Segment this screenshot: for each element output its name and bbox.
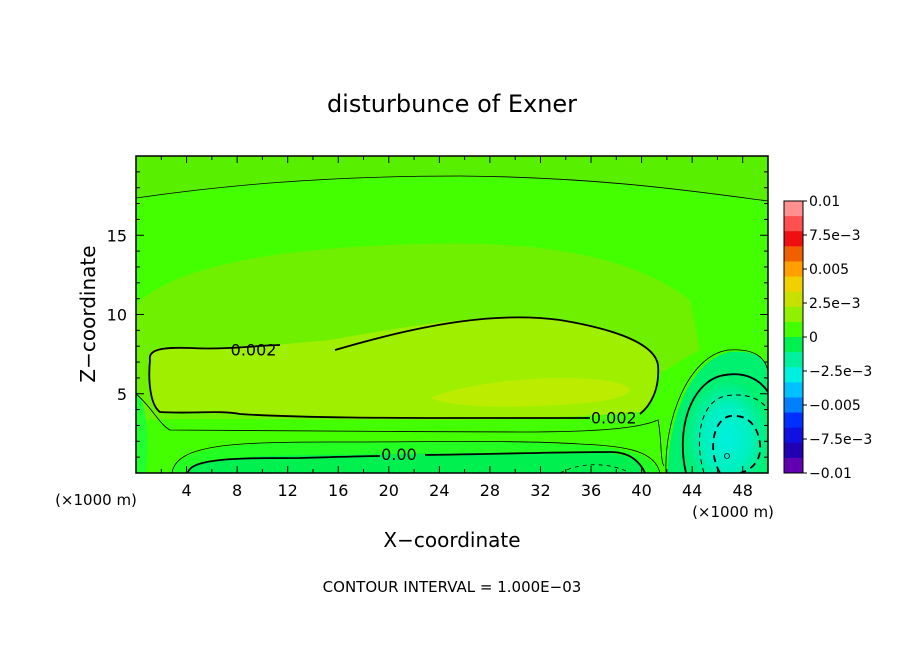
field-left-edge	[136, 390, 148, 473]
colorbar-swatch	[784, 201, 803, 217]
x-tick-label: 48	[733, 481, 753, 500]
colorbar-label: 0.005	[809, 262, 849, 278]
colorbar-swatch	[784, 397, 803, 414]
field-top-band	[136, 156, 768, 201]
plot-area	[136, 156, 768, 473]
colorbar-swatch	[784, 352, 803, 368]
colorbar-swatch	[784, 261, 803, 278]
x-tick-label: 12	[278, 481, 298, 500]
colorbar-label: 0.01	[809, 194, 840, 210]
x-tick-label: 4	[181, 481, 191, 500]
field-max-core	[430, 378, 630, 407]
contour-label: 0.00	[381, 445, 417, 464]
colorbar: 0.01 7.5e−3 0.005 2.5e−3 0 −2.5e−3 −0.005 −7.5e…	[783, 194, 872, 482]
contour-dashed-bottom	[559, 464, 631, 473]
contour-thick-negative	[681, 373, 768, 473]
colorbar-swatch	[784, 382, 803, 398]
contour-thick-positive-b	[334, 316, 660, 415]
colorbar-swatch	[784, 276, 803, 293]
colorbar-swatch	[784, 291, 803, 308]
colorbar-swatch	[784, 457, 803, 474]
x-tick-label: 40	[631, 481, 651, 500]
contour-thin-lower	[171, 441, 661, 473]
x-tick-label: 44	[682, 481, 702, 500]
contour-dashed-negative-b	[712, 414, 762, 473]
x-axis: 4 8 12 16 20 24 28 32 36 40 44 48	[160, 156, 753, 500]
contour-top	[136, 175, 768, 202]
colorbar-swatch	[784, 337, 803, 353]
x-axis-label: X−coordinate	[383, 528, 520, 552]
x-unit-left: (×1000 m)	[55, 491, 137, 509]
colorbar-label: −7.5e−3	[809, 432, 872, 448]
y-axis-label: Z−coordinate	[76, 245, 100, 382]
field-negative-core	[685, 380, 768, 473]
contour-thick-positive	[149, 344, 281, 361]
contour-minimum-point	[724, 453, 730, 459]
x-tick-label: 20	[379, 481, 399, 500]
y-axis: 5 10 15	[107, 171, 768, 458]
colorbar-swatch	[784, 367, 803, 383]
contour-dashed-negative-a	[698, 394, 768, 473]
contour-thick-positive-c	[148, 359, 590, 419]
y-tick-label: 15	[107, 226, 127, 245]
colorbar-swatch	[784, 427, 803, 444]
colorbar-swatch	[784, 321, 803, 338]
colorbar-label: 0	[809, 330, 818, 346]
x-tick-label: 28	[480, 481, 500, 500]
colorbar-swatch	[784, 442, 803, 459]
x-unit-right: (×1000 m)	[692, 503, 774, 521]
contour-thin-middle	[136, 393, 665, 467]
contour-label: 0.002	[591, 409, 637, 428]
colorbar-swatch	[784, 231, 803, 247]
colorbar-label: 7.5e−3	[809, 228, 861, 244]
x-tick-label: 32	[530, 481, 550, 500]
x-tick-label: 36	[581, 481, 601, 500]
x-tick-label: 24	[429, 481, 449, 500]
colorbar-swatch	[784, 412, 803, 429]
colorbar-swatch	[784, 306, 803, 323]
colorbar-label: −2.5e−3	[809, 364, 872, 380]
x-tick-label: 8	[232, 481, 242, 500]
colorbar-label: 2.5e−3	[809, 296, 861, 312]
y-tick-label: 5	[117, 385, 127, 404]
x-tick-label: 16	[328, 481, 348, 500]
colorbar-label: −0.005	[809, 398, 861, 414]
contour-thick-zero	[187, 455, 381, 473]
colorbar-swatch	[784, 216, 803, 232]
contour-lines	[136, 175, 768, 473]
contour-label: 0.002	[231, 340, 277, 359]
colorbar-swatch	[784, 246, 803, 262]
contour-thick-zero-b	[424, 451, 646, 473]
contour-thin-negative-outer	[665, 349, 768, 473]
y-tick-label: 10	[107, 306, 127, 325]
contour-label-layer: 0.002 0.002 0.00	[231, 340, 637, 464]
chart-title: disturbunce of Exner	[327, 90, 577, 118]
colorbar-label: −0.01	[809, 466, 852, 482]
contour-interval-note: CONTOUR INTERVAL = 1.000E−03	[323, 578, 582, 596]
